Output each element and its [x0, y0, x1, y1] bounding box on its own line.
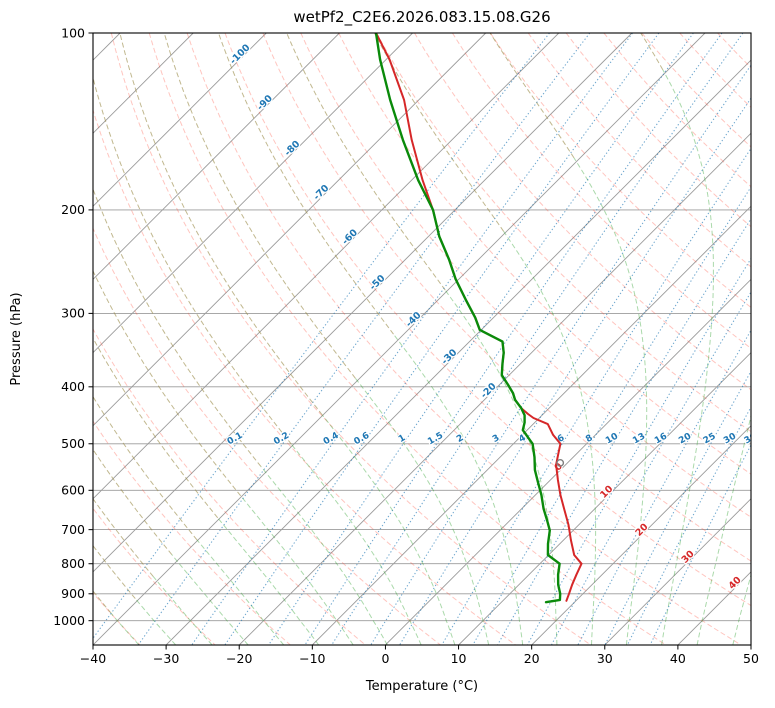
mixing-ratio-lines — [93, 33, 751, 645]
isotherm-label: -90 — [255, 93, 275, 113]
x-tick-label: 10 — [451, 651, 467, 666]
x-tick-label: 0 — [381, 651, 389, 666]
x-tick-label: −20 — [226, 651, 252, 666]
dewpoint-line — [374, 33, 562, 604]
x-axis-label: Temperature (°C) — [365, 679, 478, 694]
x-tick-label: 30 — [597, 651, 613, 666]
x-tick-label: 40 — [670, 651, 686, 666]
mixing-ratio-label: 20 — [677, 432, 693, 447]
y-tick-label: 100 — [61, 25, 85, 40]
x-tick-label: −40 — [80, 651, 106, 666]
mixing-ratio-label: 2 — [455, 433, 465, 445]
mixing-ratio-label: 0.2 — [272, 431, 291, 448]
plot-area: -100-90-80-70-60-50-40-30-200102030400.1… — [53, 25, 759, 666]
mixing-ratio-label: 10 — [604, 432, 620, 447]
level-marker — [556, 458, 565, 467]
mixing-ratio-label: 13 — [631, 432, 647, 447]
x-axis-ticks: −40 −30 −20 −10 0 10 20 30 40 50 — [80, 645, 759, 666]
x-tick-label: −30 — [153, 651, 179, 666]
isotherm-label: 30 — [680, 548, 697, 565]
mixing-ratio-label: 16 — [653, 432, 669, 447]
y-tick-label: 800 — [61, 556, 85, 571]
dry-adiabats — [93, 33, 751, 645]
y-tick-label: 1000 — [53, 613, 85, 628]
isotherm-label: -40 — [404, 310, 424, 330]
isotherm-label: -100 — [228, 42, 253, 67]
mixing-ratio-label: 36 — [743, 432, 759, 447]
y-tick-label: 700 — [61, 522, 85, 537]
isotherm-label: -20 — [479, 381, 499, 401]
isotherm-label: 10 — [598, 483, 615, 500]
pressure-gridlines — [93, 33, 751, 622]
mixing-ratio-label: 30 — [722, 432, 738, 447]
isotherm-label: 20 — [633, 521, 650, 538]
y-tick-label: 200 — [61, 202, 85, 217]
mixing-ratio-label: 25 — [702, 432, 718, 447]
x-tick-label: 20 — [524, 651, 540, 666]
isotherm-label: -60 — [340, 227, 360, 247]
y-tick-label: 600 — [61, 483, 85, 498]
mixing-ratio-labels: 0.1 0.2 0.4 0.6 1 1.5 2 3 4 6 8 10 13 16 20 25 30 36 — [225, 430, 759, 449]
marker-group — [556, 458, 565, 467]
isotherm-lines — [93, 33, 751, 645]
x-tick-label: −10 — [299, 651, 325, 666]
y-tick-label: 300 — [61, 306, 85, 321]
profiles — [374, 33, 583, 604]
y-axis-label: Pressure (hPa) — [9, 292, 24, 385]
plot-border — [92, 32, 752, 646]
isotherm-label: -70 — [311, 183, 331, 203]
x-tick-label: 50 — [743, 651, 759, 666]
y-tick-label: 400 — [61, 379, 85, 394]
isotherm-label: -80 — [282, 138, 302, 158]
chart-title: wetPf2_C2E6.2026.083.15.08.G26 — [293, 8, 550, 27]
mixing-ratio-label: 0.1 — [226, 431, 245, 448]
isotherm-label: 40 — [727, 574, 744, 591]
moist-adiabats — [93, 33, 751, 645]
mixing-ratio-label: 8 — [584, 433, 594, 445]
isotherm-label: -50 — [368, 273, 388, 293]
y-axis-ticks: 100 200 300 400 500 600 700 800 900 1000 — [53, 25, 93, 628]
y-tick-label: 900 — [61, 586, 85, 601]
y-tick-label: 500 — [61, 436, 85, 451]
temperature-line — [375, 33, 583, 602]
